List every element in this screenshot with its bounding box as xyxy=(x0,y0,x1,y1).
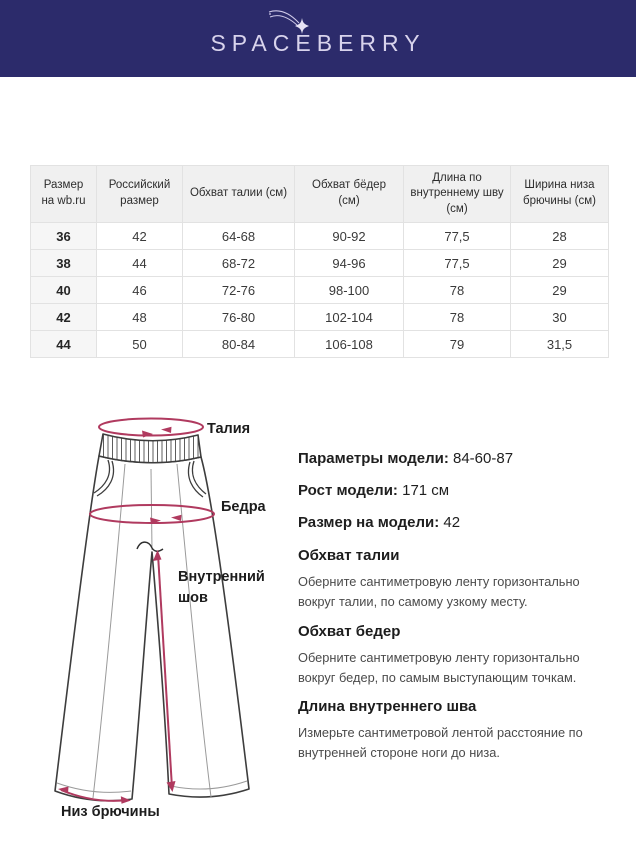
pants-diagram: Талия Бедра Внутренний шов Низ брючины xyxy=(25,400,295,845)
table-cell: 106-108 xyxy=(294,330,404,358)
size-cell: 38 xyxy=(30,249,97,277)
size-cell: 40 xyxy=(30,276,97,304)
model-size-line: Размер на модели: 42 xyxy=(298,507,618,539)
guide-text: Оберните сантиметровую ленту горизонталь… xyxy=(298,650,580,685)
table-cell: 28 xyxy=(510,222,609,250)
table-cell: 64-68 xyxy=(182,222,295,250)
model-height-value: 171 см xyxy=(402,482,450,499)
table-cell: 46 xyxy=(96,276,183,304)
column-header: Длина по внутреннему шву (см) xyxy=(403,165,511,223)
comet-star-icon xyxy=(268,10,309,34)
table-cell: 30 xyxy=(510,303,609,331)
table-cell: 42 xyxy=(96,222,183,250)
inseam-label: Внутренний шов xyxy=(178,569,265,607)
waist-label: Талия xyxy=(207,421,251,437)
table-cell: 90-92 xyxy=(294,222,404,250)
model-size-label: Размер на модели: xyxy=(298,514,440,531)
table-cell: 98-100 xyxy=(294,276,404,304)
brand-header: SPACEBERRY xyxy=(0,0,636,77)
column-header: Обхват бёдер (см) xyxy=(294,165,404,223)
column-header: Размер на wb.ru xyxy=(30,165,97,223)
table-row: 40 46 72-76 98-100 78 29 xyxy=(30,276,609,304)
guide-title: Обхват талии xyxy=(298,547,400,564)
column-header: Российский размер xyxy=(96,165,183,223)
guide-section-inseam: Длина внутреннего шва Измерьте сантиметр… xyxy=(298,698,610,763)
column-header: Обхват талии (см) xyxy=(182,165,295,223)
table-cell: 102-104 xyxy=(294,303,404,331)
size-table-header: Размер на wb.ru Российский размер Обхват… xyxy=(30,165,609,223)
size-cell: 36 xyxy=(30,222,97,250)
table-cell: 78 xyxy=(403,303,511,331)
guide-section-hips: Обхват бедер Оберните сантиметровую лент… xyxy=(298,623,610,688)
table-cell: 76-80 xyxy=(182,303,295,331)
pants-illustration xyxy=(54,417,250,804)
size-cell: 44 xyxy=(30,330,97,358)
table-cell: 78 xyxy=(403,276,511,304)
table-row: 38 44 68-72 94-96 77,5 29 xyxy=(30,249,609,277)
brand-name: SPACEBERRY xyxy=(210,30,426,56)
model-height-label: Рост модели: xyxy=(298,482,398,499)
table-cell: 77,5 xyxy=(403,222,511,250)
table-cell: 31,5 xyxy=(510,330,609,358)
table-row: 42 48 76-80 102-104 78 30 xyxy=(30,303,609,331)
table-cell: 29 xyxy=(510,276,609,304)
guide-section-waist: Обхват талии Оберните сантиметровую лент… xyxy=(298,547,610,612)
table-cell: 77,5 xyxy=(403,249,511,277)
table-cell: 29 xyxy=(510,249,609,277)
table-cell: 44 xyxy=(96,249,183,277)
table-cell: 48 xyxy=(96,303,183,331)
hips-label: Бедра xyxy=(221,499,266,515)
model-parameters-line: Параметры модели: 84-60-87 xyxy=(298,443,618,475)
guide-title: Обхват бедер xyxy=(298,623,401,640)
brand-logo: SPACEBERRY xyxy=(0,0,636,77)
table-cell: 79 xyxy=(403,330,511,358)
table-row: 44 50 80-84 106-108 79 31,5 xyxy=(30,330,609,358)
size-cell: 42 xyxy=(30,303,97,331)
model-height-line: Рост модели: 171 см xyxy=(298,475,618,507)
table-row: 36 42 64-68 90-92 77,5 28 xyxy=(30,222,609,250)
hem-label: Низ брючины xyxy=(61,804,160,820)
model-size-value: 42 xyxy=(443,514,461,531)
guide-title: Длина внутреннего шва xyxy=(298,698,477,715)
table-cell: 80-84 xyxy=(182,330,295,358)
table-cell: 72-76 xyxy=(182,276,295,304)
guide-text: Оберните сантиметровую ленту горизонталь… xyxy=(298,574,580,609)
table-cell: 68-72 xyxy=(182,249,295,277)
table-cell: 94-96 xyxy=(294,249,404,277)
model-parameters-value: 84-60-87 xyxy=(453,450,514,467)
guide-text: Измерьте сантиметровой лентой расстояние… xyxy=(298,725,583,760)
size-table: Размер на wb.ru Российский размер Обхват… xyxy=(30,165,609,358)
table-cell: 50 xyxy=(96,330,183,358)
model-parameters-label: Параметры модели: xyxy=(298,450,449,467)
model-info: Параметры модели: 84-60-87 Рост модели: … xyxy=(298,443,618,539)
column-header: Ширина низа брючины (см) xyxy=(510,165,609,223)
